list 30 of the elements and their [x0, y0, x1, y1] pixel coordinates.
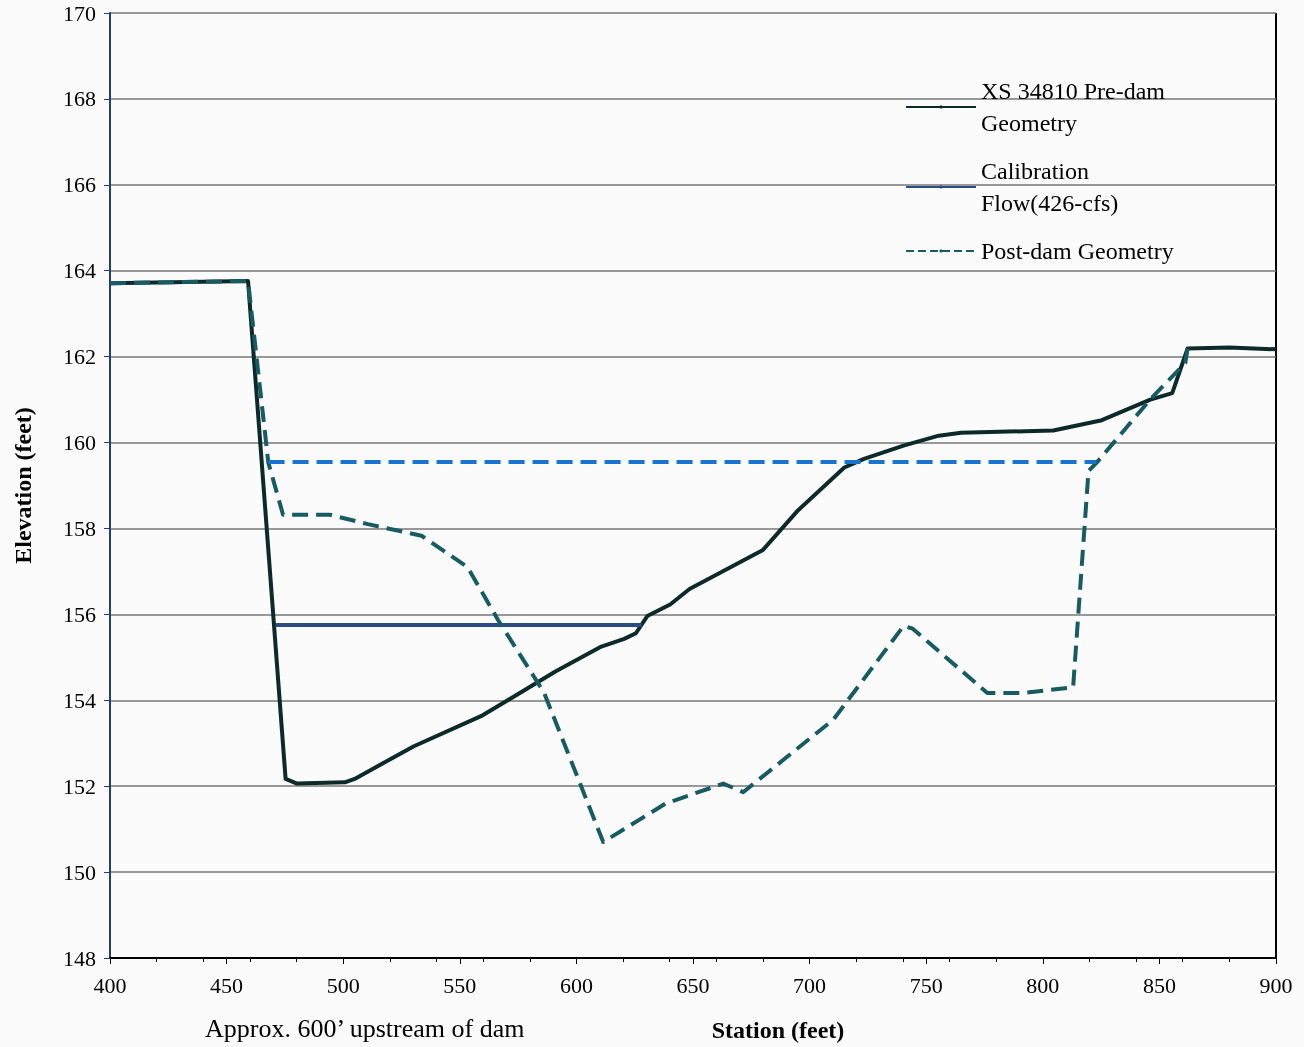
- x-tick-label: 650: [676, 972, 710, 998]
- y-tick-label: 150: [63, 859, 96, 885]
- x-tick-label: 500: [326, 972, 360, 998]
- y-tick-label: 148: [63, 945, 96, 971]
- y-tick-label: 170: [63, 0, 96, 26]
- text: Approx. 600’ upstream of dam: [205, 1013, 525, 1043]
- x-tick-label: 450: [210, 972, 244, 998]
- x-tick-label: 900: [1259, 972, 1293, 998]
- y-tick-label: 160: [63, 430, 96, 456]
- x-tick-label: 400: [93, 972, 127, 998]
- x-tick-label: 800: [1026, 972, 1060, 998]
- y-tick-label: 154: [63, 687, 96, 713]
- legend-label: Post-dam Geometry: [981, 238, 1174, 264]
- x-tick-label: 750: [909, 972, 943, 998]
- line-series: [108, 279, 1190, 845]
- y-tick-label: 158: [63, 515, 96, 541]
- y-tick-label: 166: [63, 172, 96, 198]
- y-axis-title: Elevation (feet): [10, 407, 36, 564]
- x-tick-label: 850: [1142, 972, 1176, 998]
- y-tick-label: 168: [63, 86, 96, 112]
- x-tick-label: 700: [793, 972, 827, 998]
- legend-label: XS 34810 Pre-dam Geometry: [981, 78, 1171, 136]
- legend-label: Calibration Flow(426-cfs): [981, 158, 1119, 216]
- x-axis-title: Station (feet): [711, 1017, 845, 1043]
- y-tick-label: 152: [63, 773, 96, 799]
- y-tick-label: 164: [63, 258, 96, 284]
- x-tick-label: 600: [559, 972, 593, 998]
- x-tick-label: 550: [443, 972, 477, 998]
- y-tick-label: 162: [63, 344, 96, 370]
- y-tick-label: 156: [63, 601, 96, 627]
